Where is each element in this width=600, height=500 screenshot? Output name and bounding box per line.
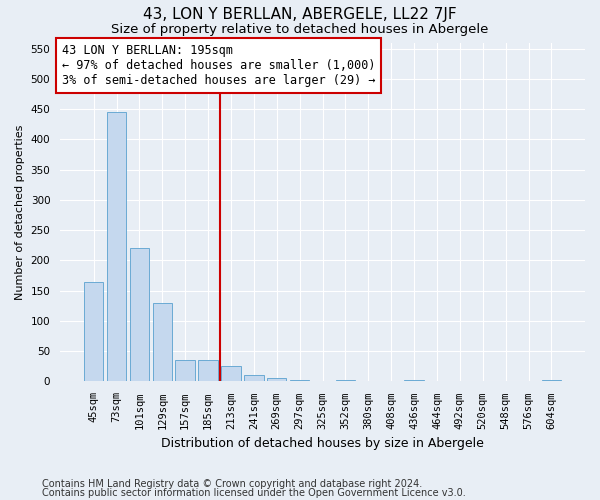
Bar: [84, 282, 103, 382]
Y-axis label: Number of detached properties: Number of detached properties: [15, 124, 25, 300]
Bar: [199, 360, 218, 382]
Bar: [152, 303, 172, 382]
Text: Size of property relative to detached houses in Abergele: Size of property relative to detached ho…: [112, 22, 488, 36]
Bar: [290, 380, 310, 382]
Text: 43 LON Y BERLLAN: 195sqm
← 97% of detached houses are smaller (1,000)
3% of semi: 43 LON Y BERLLAN: 195sqm ← 97% of detach…: [62, 44, 375, 87]
Bar: [244, 376, 263, 382]
Bar: [335, 380, 355, 382]
Bar: [267, 378, 286, 382]
Text: Contains public sector information licensed under the Open Government Licence v3: Contains public sector information licen…: [42, 488, 466, 498]
X-axis label: Distribution of detached houses by size in Abergele: Distribution of detached houses by size …: [161, 437, 484, 450]
Bar: [130, 248, 149, 382]
Bar: [542, 380, 561, 382]
Bar: [404, 380, 424, 382]
Bar: [107, 112, 126, 382]
Text: 43, LON Y BERLLAN, ABERGELE, LL22 7JF: 43, LON Y BERLLAN, ABERGELE, LL22 7JF: [143, 8, 457, 22]
Text: Contains HM Land Registry data © Crown copyright and database right 2024.: Contains HM Land Registry data © Crown c…: [42, 479, 422, 489]
Bar: [221, 366, 241, 382]
Bar: [175, 360, 195, 382]
